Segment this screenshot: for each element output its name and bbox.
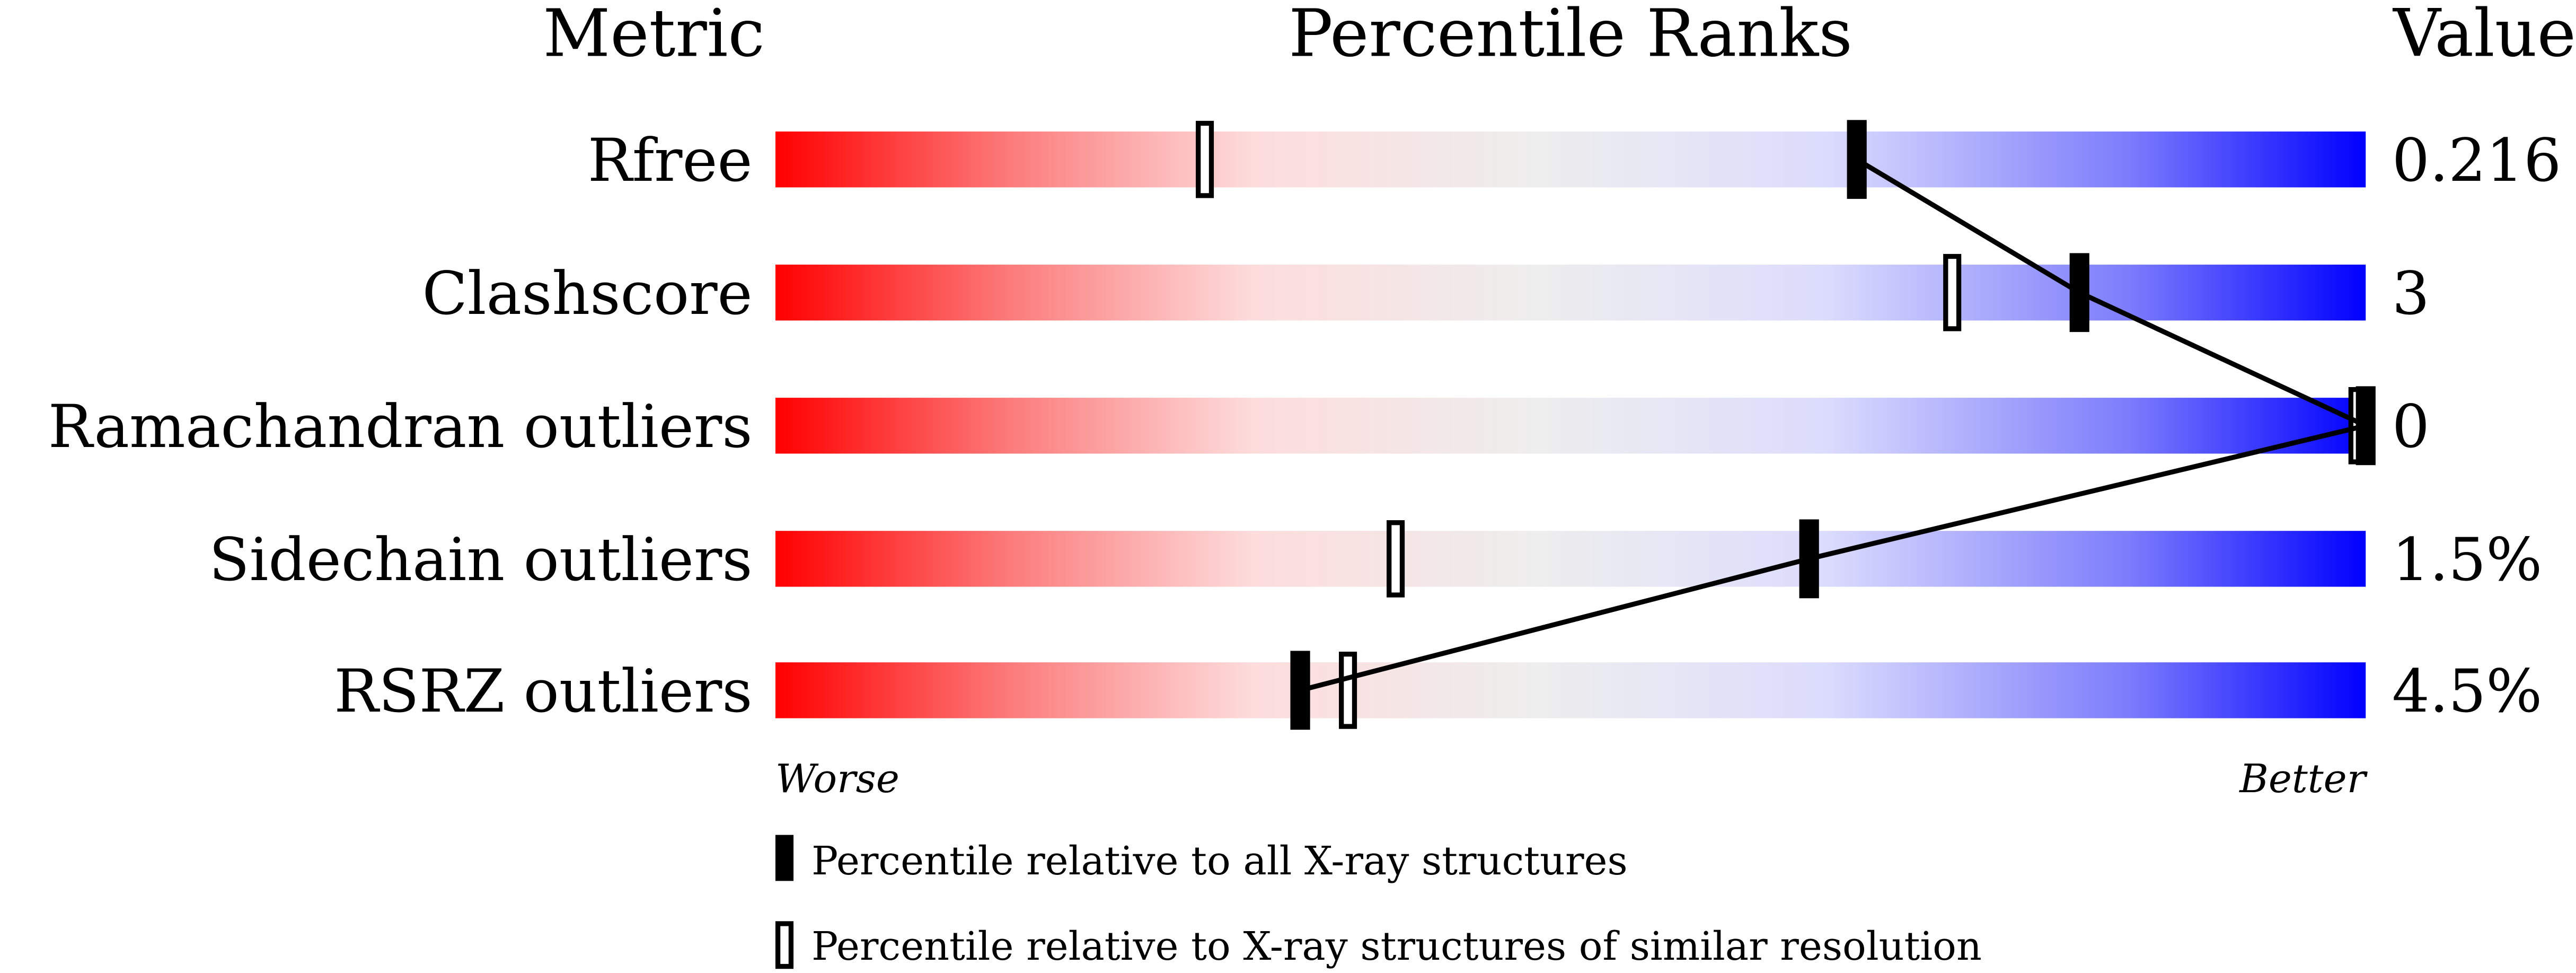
header-percentile-ranks: Percentile Ranks — [1289, 0, 1852, 72]
axis-label-better: Better — [2238, 756, 2368, 802]
percentile-bar — [775, 398, 2366, 454]
percentile-bar — [775, 265, 2366, 321]
metric-value: 4.5% — [2392, 657, 2542, 726]
metric-label: Clashscore — [422, 259, 753, 328]
metric-label: Sidechain outliers — [209, 525, 752, 594]
marker-all-structures — [2069, 253, 2089, 332]
marker-similar-resolution — [1387, 520, 1405, 598]
marker-all-structures — [1290, 651, 1310, 730]
axis-label-worse: Worse — [775, 756, 899, 802]
legend-open-marker — [775, 921, 794, 969]
metric-label: Ramachandran outliers — [48, 392, 753, 461]
marker-similar-resolution — [1195, 120, 1214, 198]
percentile-bar — [775, 132, 2366, 188]
header-value: Value — [2392, 0, 2576, 72]
legend-filled-label: Percentile relative to all X-ray structu… — [811, 838, 1628, 884]
marker-all-structures — [1799, 519, 1819, 599]
header-metric: Metric — [543, 0, 764, 72]
metric-value: 3 — [2392, 259, 2430, 328]
percentile-bar — [775, 662, 2366, 718]
metric-label: Rfree — [588, 126, 753, 195]
legend-open-label: Percentile relative to X-ray structures … — [811, 923, 1982, 969]
legend-filled-marker — [775, 835, 794, 881]
metric-value: 0.216 — [2392, 126, 2561, 195]
percentile-bar — [775, 531, 2366, 587]
marker-similar-resolution — [1339, 651, 1357, 729]
metric-label: RSRZ outliers — [334, 657, 752, 726]
metric-value: 1.5% — [2392, 525, 2542, 594]
metric-value: 0 — [2392, 392, 2430, 461]
marker-all-structures — [2356, 386, 2376, 466]
marker-all-structures — [1847, 120, 1867, 199]
marker-similar-resolution — [1943, 253, 1962, 331]
